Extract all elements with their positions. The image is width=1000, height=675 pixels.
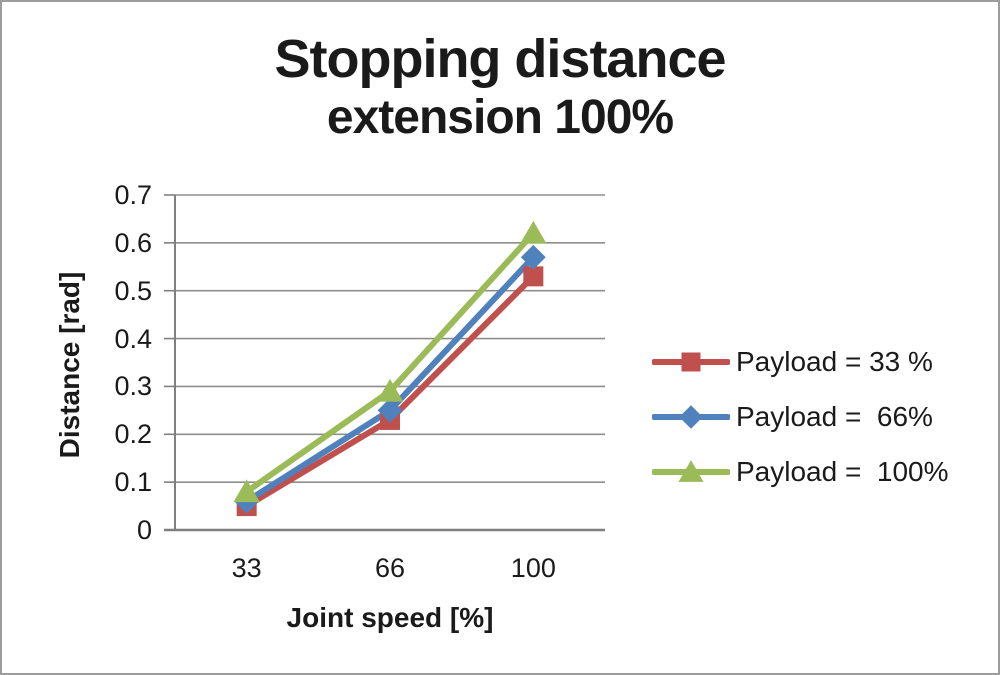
legend-marker [652,460,730,482]
diamond-marker [679,405,703,429]
triangle-marker [376,378,404,402]
square-marker [523,266,544,287]
x-axis-title: Joint speed [%] [286,602,494,633]
y-tick-label: 0.4 [114,323,152,354]
legend-marker [652,352,730,372]
series-line-2 [243,230,537,495]
y-tick-label: 0 [136,515,152,545]
legend-item-1: Payload = 66% [652,395,949,439]
y-tick-label: 0.5 [114,275,152,306]
square-marker [681,352,701,372]
diamond-marker [520,244,546,270]
triangle-marker [678,460,704,482]
y-tick-label: 0.6 [114,227,152,258]
legend-label: Payload = 66% [736,401,933,432]
y-tick-label: 0.7 [114,180,152,210]
triangle-marker [233,479,260,503]
diamond-marker [377,397,403,423]
chart-title: Stopping distance extension 100% [2,28,998,146]
legend: Payload = 33 % Payload = 66% Payload = 100… [652,340,949,505]
legend-label: Payload = 33 % [736,346,933,377]
x-tick-label: 100 [510,553,556,583]
y-tick-label: 0.3 [114,371,152,402]
triangle-marker [520,220,547,244]
legend-item-2: Payload = 100% [652,450,949,494]
x-tick-label: 66 [374,553,406,583]
y-axis-title: Distance [rad] [54,271,85,459]
chart-title-line2: extension 100% [326,91,674,144]
x-tick-label: 33 [231,553,262,583]
chart-title-line1: Stopping distance [274,29,726,89]
legend-marker [652,405,730,429]
y-tick-label: 0.1 [114,467,152,498]
legend-label: Payload = 100% [736,456,949,487]
legend-item-0: Payload = 33 % [652,340,949,384]
y-tick-label: 0.2 [114,419,152,450]
